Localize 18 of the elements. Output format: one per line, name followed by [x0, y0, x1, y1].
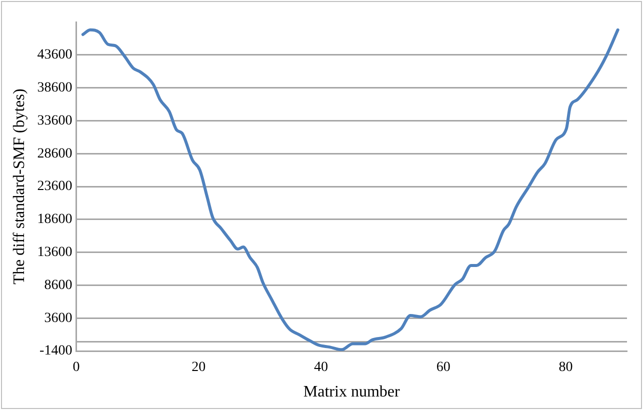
y-tick-label: 8600: [44, 278, 72, 293]
y-axis-title: The diff standard-SMF (bytes): [10, 88, 28, 284]
y-tick-label: 23600: [37, 179, 72, 194]
y-tick-label: 33600: [37, 113, 72, 128]
y-tick-label: 38600: [37, 80, 72, 96]
y-tick-label: 43600: [37, 48, 72, 63]
x-tick-label: 40: [314, 360, 328, 376]
y-tick-label: 13600: [37, 244, 72, 260]
x-tick-label: 20: [192, 360, 206, 376]
y-tick-label: 28600: [37, 146, 72, 162]
x-tick-label: 80: [558, 360, 573, 376]
y-tick-label: 3600: [44, 310, 72, 326]
x-axis-title: Matrix number: [303, 384, 400, 401]
y-tick-label: 18600: [37, 212, 72, 228]
y-tick-label: -1400: [40, 344, 72, 359]
line-series: [81, 28, 620, 351]
x-tick-label: 60: [436, 360, 450, 376]
x-tick-label: 0: [72, 360, 80, 376]
